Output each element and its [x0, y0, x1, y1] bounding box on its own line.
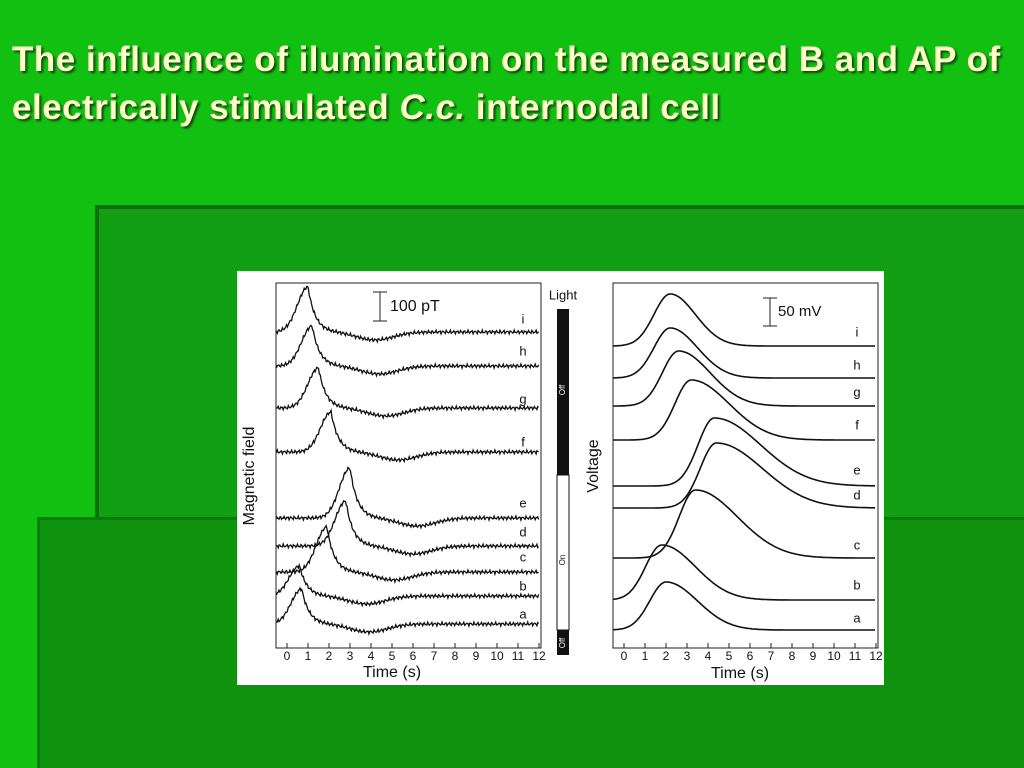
- trace-label: e: [519, 495, 526, 510]
- trace: [276, 586, 540, 637]
- trace: [613, 544, 875, 601]
- y-axis-label: Magnetic field: [241, 427, 258, 526]
- x-tick-label: 6: [410, 649, 417, 663]
- trace: [275, 285, 540, 344]
- trace: [275, 466, 540, 530]
- light-title: Light: [549, 287, 578, 302]
- trace-label: i: [856, 324, 859, 339]
- x-tick-label: 3: [347, 649, 354, 663]
- light-off: [557, 630, 569, 655]
- x-tick-label: 12: [869, 649, 883, 663]
- trace: [613, 350, 875, 407]
- x-tick-label: 0: [621, 649, 628, 663]
- scale-label: 100 pT: [390, 298, 440, 315]
- x-tick-label: 9: [810, 649, 817, 663]
- x-tick-label: 2: [326, 649, 333, 663]
- trace: [276, 499, 540, 558]
- x-tick-label: 7: [768, 649, 775, 663]
- trace: [275, 562, 540, 608]
- x-tick-label: 8: [452, 649, 459, 663]
- light-segment: Off: [558, 384, 567, 395]
- axis-frame: [612, 282, 879, 649]
- trace-label: c: [520, 549, 527, 564]
- trace-label: h: [519, 343, 526, 358]
- title-italic: C.c.: [399, 88, 466, 127]
- trace: [613, 489, 875, 559]
- axis-frame: [275, 282, 542, 649]
- trace-label: i: [522, 311, 525, 326]
- trace-label: h: [853, 357, 860, 372]
- trace-label: d: [519, 524, 526, 539]
- trace: [613, 327, 875, 379]
- scale-label: 50 mV: [778, 303, 821, 320]
- trace-label: c: [854, 537, 861, 552]
- light-off: [557, 309, 569, 475]
- trace-label: g: [519, 391, 526, 406]
- x-tick-label: 5: [389, 649, 396, 663]
- x-tick-label: 5: [726, 649, 733, 663]
- trace: [276, 366, 539, 420]
- trace-label: a: [853, 610, 861, 625]
- trace-label: b: [853, 577, 860, 592]
- trace-label: b: [519, 578, 526, 593]
- x-tick-label: 7: [431, 649, 438, 663]
- light-segment: On: [558, 555, 567, 566]
- light-segment: Off: [558, 637, 567, 648]
- light-on: [556, 474, 570, 631]
- trace: [613, 581, 875, 631]
- trace-label: a: [519, 606, 527, 621]
- x-tick-label: 4: [368, 649, 375, 663]
- x-tick-label: 10: [490, 649, 504, 663]
- trace-label: f: [855, 417, 859, 432]
- title-text: internodal cell: [465, 88, 721, 127]
- x-tick-label: 1: [305, 649, 312, 663]
- trace: [613, 417, 875, 487]
- x-tick-label: 11: [849, 649, 862, 663]
- trace: [275, 524, 539, 584]
- x-tick-label: 3: [684, 649, 691, 663]
- x-tick-label: 10: [827, 649, 841, 663]
- trace-label: d: [853, 487, 860, 502]
- trace: [613, 442, 875, 509]
- x-tick-label: 8: [789, 649, 796, 663]
- x-tick-label: 11: [512, 649, 525, 663]
- trace-label: e: [853, 462, 860, 477]
- trace: [613, 293, 875, 347]
- trace-label: g: [853, 384, 860, 399]
- trace: [613, 379, 875, 441]
- x-axis-label: Time (s): [711, 665, 769, 682]
- x-axis-label: Time (s): [363, 664, 421, 681]
- x-tick-label: 12: [532, 649, 546, 663]
- x-tick-label: 2: [663, 649, 670, 663]
- x-tick-label: 9: [473, 649, 480, 663]
- y-axis-label: Voltage: [585, 439, 602, 492]
- title-text: The influence of ilumination on the meas…: [12, 40, 1001, 127]
- x-tick-label: 6: [747, 649, 754, 663]
- trace: [275, 324, 540, 378]
- trace: [275, 407, 539, 464]
- trace-label: f: [521, 434, 525, 449]
- x-tick-label: 1: [642, 649, 649, 663]
- slide-title: The influence of ilumination on the meas…: [12, 36, 1012, 132]
- x-tick-label: 4: [705, 649, 712, 663]
- x-tick-label: 0: [284, 649, 291, 663]
